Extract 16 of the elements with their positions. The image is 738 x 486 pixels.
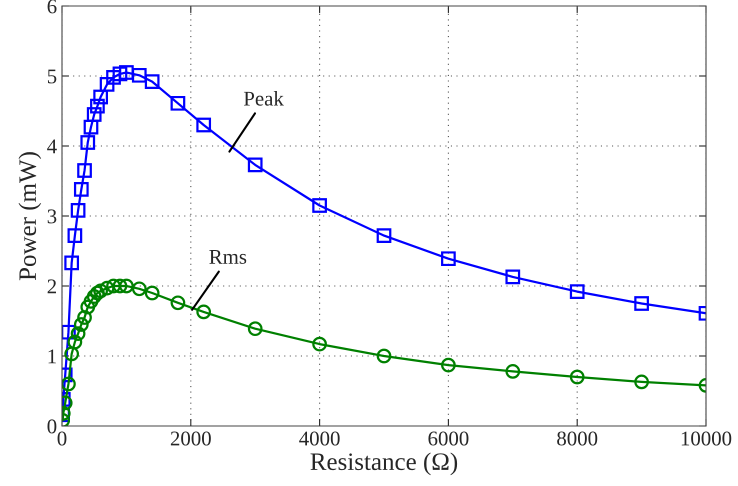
x-tick-label: 10000 bbox=[682, 431, 732, 446]
y-tick-label: 4 bbox=[47, 140, 57, 154]
x-tick-label: 4000 bbox=[299, 431, 340, 446]
y-tick-label: 1 bbox=[48, 349, 56, 364]
annotation: Rms bbox=[209, 250, 246, 264]
y-tick-label: 0 bbox=[48, 419, 56, 434]
y-tick-label: 2 bbox=[48, 279, 56, 294]
annotation: Peak bbox=[244, 91, 284, 106]
y-tick-label: 5 bbox=[48, 70, 56, 84]
x-tick-label: 0 bbox=[58, 431, 66, 446]
y-tick-label: 3 bbox=[48, 209, 56, 224]
y-axis-title: Power (mW) bbox=[18, 152, 42, 280]
x-tick-label: 8000 bbox=[557, 431, 598, 446]
x-tick-label: 6000 bbox=[428, 431, 468, 446]
x-tick-label: 2000 bbox=[170, 431, 211, 446]
x-axis-title: Resistance (Ω) bbox=[310, 452, 458, 476]
